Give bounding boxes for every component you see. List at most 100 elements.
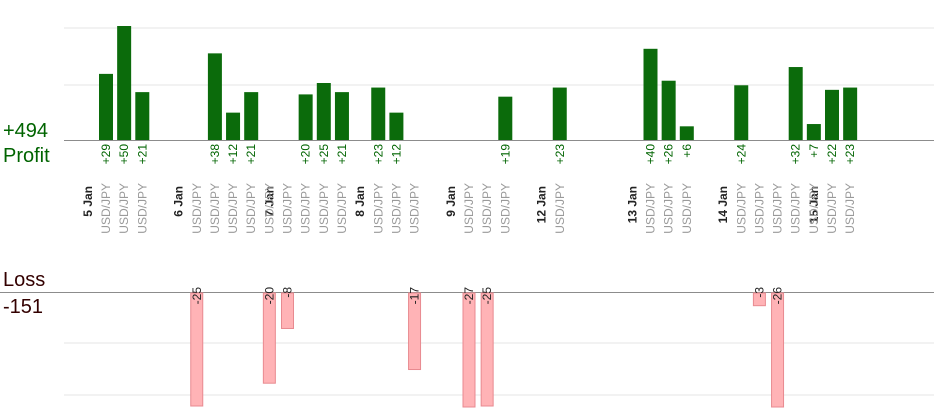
- trade-pair-label: USD/JPY: [752, 183, 766, 234]
- loss-bar: [408, 292, 422, 371]
- day-label: 5 Jan: [81, 186, 95, 217]
- profit-bar: [207, 53, 222, 140]
- trade-pair-label: USD/JPY: [208, 183, 222, 234]
- profit-value-label: +19: [498, 144, 512, 165]
- profit-label: Profit: [3, 145, 50, 167]
- loss-value-label: -27: [462, 287, 476, 305]
- trade-pair-label: USD/JPY: [553, 183, 567, 234]
- trade-pair-label: USD/JPY: [662, 183, 676, 234]
- profit-bar: [643, 48, 658, 140]
- profit-value-label: +40: [644, 144, 658, 165]
- profit-bar: [843, 87, 858, 140]
- day-label: 15 Jan: [807, 186, 821, 223]
- profit-value-label: +21: [335, 144, 349, 165]
- trade-pair-label: USD/JPY: [825, 183, 839, 234]
- trade-pair-label: USD/JPY: [371, 183, 385, 234]
- profit-value-label: +20: [299, 144, 313, 165]
- loss-bar: [771, 292, 785, 408]
- trade-pair-label: USD/JPY: [843, 183, 857, 234]
- profit-value-label: +32: [789, 144, 803, 165]
- profit-bar: [788, 67, 803, 140]
- profit-total: +494: [3, 120, 49, 142]
- loss-total: -151: [3, 296, 44, 318]
- profit-bar: [244, 92, 259, 140]
- profit-value-label: +12: [226, 144, 240, 165]
- trade-pair-label: USD/JPY: [480, 183, 494, 234]
- day-label: 13 Jan: [625, 186, 639, 223]
- profit-value-label: +23: [371, 144, 385, 165]
- profit-bar: [679, 126, 694, 140]
- trade-pair-label: USD/JPY: [644, 183, 658, 234]
- trade-pair-label: USD/JPY: [734, 183, 748, 234]
- profit-value-label: +12: [389, 144, 403, 165]
- profit-bar: [661, 80, 676, 140]
- profit-value-label: +23: [553, 144, 567, 165]
- profit-value-label: +24: [734, 144, 748, 165]
- profit-bar: [316, 83, 331, 140]
- trade-pair-label: USD/JPY: [807, 183, 821, 234]
- trade-pair-label: USD/JPY: [317, 183, 331, 234]
- profit-bar: [371, 87, 386, 140]
- profit-bar: [825, 89, 839, 140]
- trade-pair-label: USD/JPY: [135, 183, 149, 234]
- profit-value-label: +7: [807, 144, 821, 158]
- profit-bar: [135, 92, 150, 140]
- profit-value-label: +23: [843, 144, 857, 165]
- day-label: 6 Jan: [172, 186, 186, 217]
- trade-pair-label: USD/JPY: [389, 183, 403, 234]
- trade-pair-label: USD/JPY: [262, 183, 276, 234]
- trade-pair-label: USD/JPY: [408, 183, 422, 234]
- trade-pair-label: USD/JPY: [226, 183, 240, 234]
- profit-value-label: +25: [317, 144, 331, 165]
- loss-bar: [752, 292, 766, 307]
- profit-value-label: +6: [680, 144, 694, 158]
- trade-pair-label: USD/JPY: [789, 183, 803, 234]
- loss-value-label: -26: [771, 287, 785, 305]
- loss-bar: [262, 292, 276, 384]
- trade-pair-label: USD/JPY: [117, 183, 131, 234]
- trade-pair-label: USD/JPY: [190, 183, 204, 234]
- profit-value-label: +38: [208, 144, 222, 165]
- profit-value-label: +29: [99, 144, 113, 165]
- profit-bar: [298, 94, 313, 140]
- loss-value-label: -3: [752, 287, 766, 298]
- profit-bar: [389, 112, 404, 140]
- trade-pair-label: USD/JPY: [335, 183, 349, 234]
- profit-value-label: +22: [825, 144, 839, 165]
- profit-bar: [498, 96, 513, 140]
- loss-value-label: -25: [480, 287, 494, 305]
- profit-bar: [806, 124, 821, 140]
- profit-value-label: +21: [135, 144, 149, 165]
- loss-bar: [190, 292, 204, 407]
- trade-pair-label: USD/JPY: [498, 183, 512, 234]
- trade-pair-label: USD/JPY: [299, 183, 313, 234]
- profit-value-label: +26: [662, 144, 676, 165]
- profit-bar: [226, 112, 241, 140]
- loss-value-label: -20: [262, 287, 276, 305]
- trade-pair-label: USD/JPY: [281, 183, 295, 234]
- loss-value-label: -17: [408, 287, 422, 305]
- profit-bar: [99, 73, 113, 140]
- trade-pair-label: USD/JPY: [680, 183, 694, 234]
- loss-label: Loss: [3, 269, 46, 291]
- trade-pair-label: USD/JPY: [462, 183, 476, 234]
- profit-bar: [334, 92, 349, 140]
- profit-bar: [117, 26, 132, 140]
- trade-pair-label: USD/JPY: [771, 183, 785, 234]
- profit-value-label: +50: [117, 144, 131, 165]
- day-label: 8 Jan: [353, 186, 367, 217]
- profit-bar: [734, 85, 749, 140]
- trade-pair-label: USD/JPY: [99, 183, 113, 234]
- loss-value-label: -8: [281, 287, 295, 298]
- loss-bar: [462, 292, 476, 408]
- loss-bar: [480, 292, 494, 407]
- day-label: 12 Jan: [535, 186, 549, 223]
- profit-value-label: +21: [244, 144, 258, 165]
- day-label: 7 Jan: [262, 186, 276, 217]
- profit-bar: [552, 87, 567, 140]
- day-label: 9 Jan: [444, 186, 458, 217]
- loss-value-label: -25: [190, 287, 204, 305]
- loss-bar: [281, 292, 294, 329]
- trade-pair-label: USD/JPY: [244, 183, 258, 234]
